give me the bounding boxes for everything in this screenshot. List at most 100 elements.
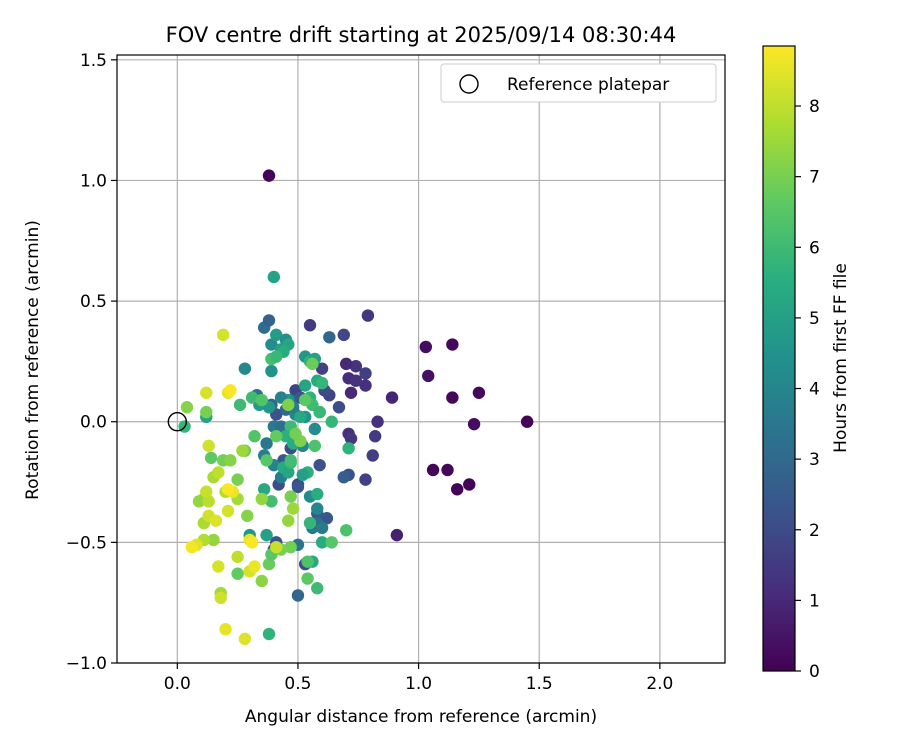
data-point xyxy=(270,430,283,443)
x-axis-label: Angular distance from reference (arcmin) xyxy=(245,707,597,727)
data-point xyxy=(238,632,252,646)
x-tick-label: 0.5 xyxy=(284,674,311,694)
y-tick-label: 0.5 xyxy=(80,292,107,312)
colorbar-tick-label: 0 xyxy=(809,662,820,682)
chart-title: FOV centre drift starting at 2025/09/14 … xyxy=(166,23,677,47)
data-point xyxy=(245,391,259,404)
data-point xyxy=(238,362,252,375)
data-point xyxy=(325,415,338,428)
data-point xyxy=(245,536,259,549)
data-point xyxy=(426,463,440,477)
data-point xyxy=(200,386,213,399)
data-point xyxy=(296,468,309,482)
data-point xyxy=(349,360,363,373)
data-point xyxy=(284,454,297,467)
data-point xyxy=(441,463,454,477)
data-point xyxy=(255,574,268,588)
data-point xyxy=(267,270,281,284)
x-tick-label: 0.0 xyxy=(164,674,191,694)
y-tick-label: 1.0 xyxy=(80,171,107,191)
data-point xyxy=(204,451,218,465)
axes-frame xyxy=(116,54,726,664)
data-point xyxy=(325,536,338,549)
data-point xyxy=(340,524,353,537)
data-point xyxy=(342,442,355,455)
data-point xyxy=(313,405,326,419)
colorbar: 0 1 2 3 4 5 6 7 8 Hours from first FF file xyxy=(762,45,851,682)
data-point xyxy=(200,485,213,498)
data-point xyxy=(340,357,353,371)
data-points xyxy=(178,169,534,646)
data-point xyxy=(231,567,244,580)
data-point xyxy=(422,369,435,383)
data-point xyxy=(282,514,295,527)
data-point xyxy=(224,384,237,397)
data-point xyxy=(260,454,273,467)
x-axis-ticks: 0.0 0.5 1.0 1.5 2.0 xyxy=(164,663,673,694)
data-point xyxy=(344,432,358,445)
data-point xyxy=(233,398,247,412)
colorbar-tick-label: 3 xyxy=(809,450,820,470)
data-point xyxy=(291,589,305,602)
data-point xyxy=(337,471,350,484)
data-point xyxy=(298,393,312,407)
data-point xyxy=(303,319,317,332)
data-point xyxy=(446,338,459,351)
data-point xyxy=(282,466,295,479)
data-point xyxy=(361,309,375,322)
data-point xyxy=(323,331,336,344)
data-point xyxy=(308,422,322,436)
data-point xyxy=(262,627,276,641)
data-point xyxy=(385,391,399,404)
colorbar-tick-label: 5 xyxy=(809,309,820,329)
data-point xyxy=(320,512,334,525)
data-point xyxy=(368,430,382,443)
data-point xyxy=(311,582,324,595)
data-point xyxy=(219,623,232,636)
data-point xyxy=(262,557,276,571)
y-tick-label: 0.0 xyxy=(80,413,107,433)
data-point xyxy=(371,415,384,428)
data-point xyxy=(332,401,346,414)
data-point xyxy=(315,521,329,535)
data-point xyxy=(248,430,261,443)
data-point xyxy=(308,439,322,453)
y-tick-label: 1.5 xyxy=(80,51,107,71)
data-point xyxy=(284,490,297,503)
data-point xyxy=(274,420,288,433)
data-point xyxy=(200,405,213,419)
data-point xyxy=(265,338,278,351)
legend-box xyxy=(440,63,717,103)
data-point xyxy=(265,364,278,378)
y-tick-label: −1.0 xyxy=(66,654,107,674)
data-point xyxy=(270,540,283,554)
data-point xyxy=(260,528,273,542)
data-point xyxy=(260,437,273,450)
data-point xyxy=(202,439,215,453)
data-point xyxy=(212,466,225,479)
data-point xyxy=(257,483,271,496)
data-point xyxy=(286,502,300,515)
data-point xyxy=(202,495,215,508)
x-tick-label: 1.0 xyxy=(405,674,432,694)
x-tick-label: 2.0 xyxy=(646,674,673,694)
legend[interactable]: Reference platepar xyxy=(440,63,717,103)
data-point xyxy=(270,328,283,342)
y-axis-ticks: −1.0 −0.5 0.0 0.5 1.0 1.5 xyxy=(66,51,117,674)
data-point xyxy=(212,560,225,573)
data-point xyxy=(221,483,235,496)
data-point xyxy=(294,410,307,424)
data-point xyxy=(270,350,283,363)
data-point xyxy=(419,340,433,354)
colorbar-tick-label: 6 xyxy=(809,238,820,258)
data-point xyxy=(180,401,194,414)
y-tick-label: −0.5 xyxy=(66,533,107,553)
data-point xyxy=(467,417,481,431)
data-point xyxy=(349,374,363,387)
colorbar-label: Hours from first FF file xyxy=(831,263,851,453)
data-point xyxy=(255,492,268,506)
data-point xyxy=(390,528,404,542)
data-point xyxy=(315,362,329,375)
data-point xyxy=(301,555,314,568)
data-point xyxy=(231,473,244,486)
